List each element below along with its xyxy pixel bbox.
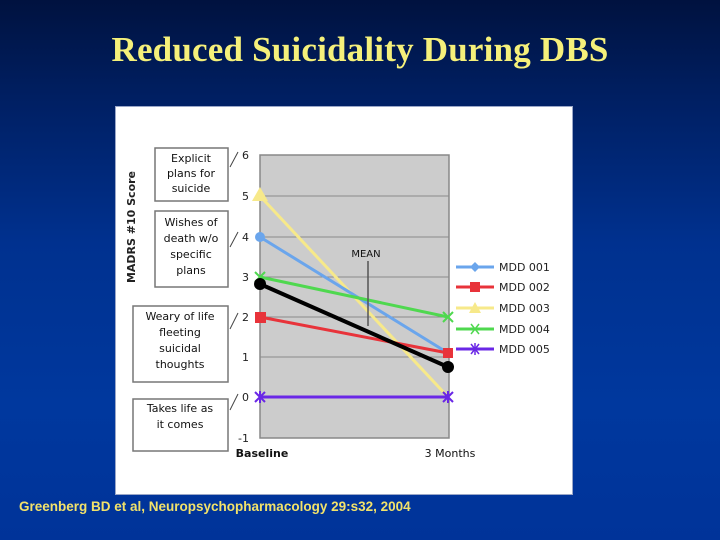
mean-3mo-marker <box>442 361 454 373</box>
mdd-002-baseline-marker <box>255 312 266 323</box>
citation: Greenberg BD et al, Neuropsychopharmacol… <box>19 499 411 514</box>
svg-text:Takes life as: Takes life as <box>146 402 214 415</box>
svg-text:3: 3 <box>242 271 249 284</box>
svg-text:0: 0 <box>242 391 249 404</box>
svg-text:MDD 003: MDD 003 <box>499 302 550 315</box>
svg-text:MDD 004: MDD 004 <box>499 323 550 336</box>
slide-title: Reduced Suicidality During DBS <box>111 30 609 69</box>
y-axis-title: MADRS #10 Score <box>125 171 138 283</box>
svg-text:Weary of life: Weary of life <box>145 310 214 323</box>
svg-text:MDD 005: MDD 005 <box>499 343 550 356</box>
legend-item-mdd-004: MDD 004 <box>456 323 550 336</box>
legend-item-mdd-002: MDD 002 <box>456 281 550 294</box>
anchor-connectors <box>229 151 239 411</box>
anchor-box-wishes-of-death: Wishes of death w/o specific plans <box>154 210 229 288</box>
series-markers <box>252 187 454 403</box>
mdd-005-baseline-marker <box>254 391 266 403</box>
svg-text:5: 5 <box>242 190 249 203</box>
mdd-004-3mo-marker <box>442 311 454 323</box>
svg-text:MDD 002: MDD 002 <box>499 281 550 294</box>
mean-annotation-label: MEAN <box>351 249 380 260</box>
series-mdd-001-line <box>259 235 449 355</box>
anchor-box-explicit-plans: Explicit plans for suicide <box>154 147 229 202</box>
anchor-box-weary-of-life: Weary of life fleeting suicidal thoughts <box>132 305 229 383</box>
svg-text:plans for: plans for <box>167 167 216 180</box>
svg-text:Explicit: Explicit <box>171 152 212 165</box>
line-chart: MADRS #10 Score 6 5 4 3 2 1 0 -1 <box>125 147 550 460</box>
svg-text:specific: specific <box>170 248 212 261</box>
legend-item-mdd-005: MDD 005 <box>456 343 550 356</box>
svg-text:6: 6 <box>242 149 249 162</box>
svg-text:it comes: it comes <box>157 418 204 431</box>
mdd-002-3mo-marker <box>443 348 453 358</box>
svg-text:plans: plans <box>176 264 206 277</box>
y-tick-labels: 6 5 4 3 2 1 0 -1 <box>238 149 249 445</box>
svg-text:fleeting: fleeting <box>159 326 201 339</box>
svg-text:2: 2 <box>242 311 249 324</box>
x-label-3-months: 3 Months <box>425 447 476 460</box>
series-mean-line <box>259 282 449 369</box>
svg-text:MDD 001: MDD 001 <box>499 261 550 274</box>
anchor-box-takes-life: Takes life as it comes <box>132 398 229 452</box>
mdd-001-baseline-marker <box>255 232 265 242</box>
svg-text:suicide: suicide <box>172 182 211 195</box>
svg-text:Wishes of: Wishes of <box>165 216 219 229</box>
series-mdd-002-line <box>259 315 449 355</box>
svg-text:thoughts: thoughts <box>156 358 205 371</box>
svg-text:suicidal: suicidal <box>159 342 201 355</box>
mdd-005-3mo-marker <box>442 391 454 403</box>
series-mdd-004-line <box>259 275 449 319</box>
x-label-baseline: Baseline <box>236 447 289 460</box>
legend: MDD 001 MDD 002 MDD 003 MDD 004 MDD 005 <box>456 261 550 356</box>
mdd-003-baseline-marker <box>252 187 268 201</box>
legend-item-mdd-003: MDD 003 <box>456 302 550 315</box>
chart-panel: MADRS #10 Score 6 5 4 3 2 1 0 -1 <box>115 106 573 495</box>
mean-baseline-marker <box>254 278 266 290</box>
svg-text:-1: -1 <box>238 432 249 445</box>
series-lines <box>258 194 450 399</box>
svg-text:1: 1 <box>242 351 249 364</box>
svg-text:death w/o: death w/o <box>164 232 219 245</box>
svg-text:4: 4 <box>242 231 249 244</box>
legend-item-mdd-001: MDD 001 <box>456 261 550 274</box>
